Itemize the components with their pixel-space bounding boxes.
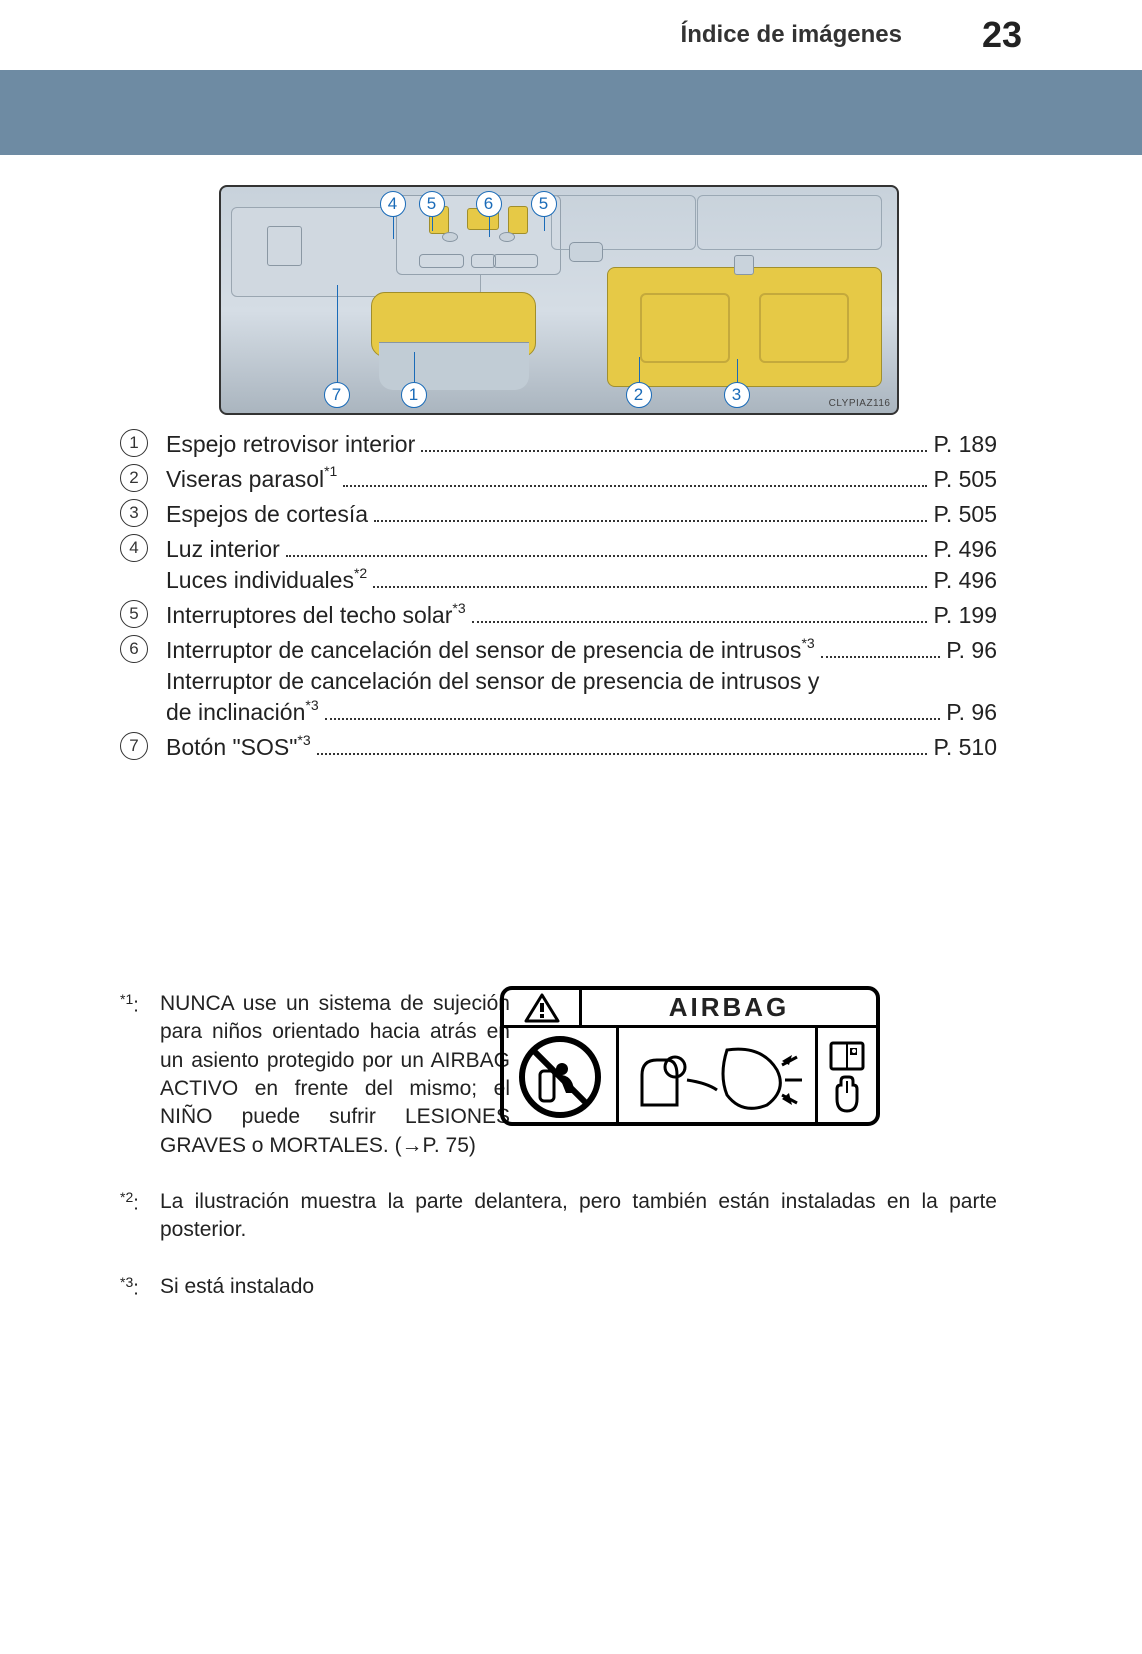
- page-number: 23: [982, 14, 1022, 56]
- callout-7: 7: [324, 382, 350, 408]
- index-label: Luces individuales*2: [166, 565, 367, 596]
- visor-clip: [569, 242, 603, 262]
- blue-band: [0, 70, 1142, 155]
- right-visor: [607, 267, 882, 387]
- index-row-1: 1 Espejo retrovisor interior P. 189: [120, 427, 997, 462]
- trim-right: [697, 195, 882, 250]
- page-ref: P. 199: [933, 600, 997, 631]
- index-row-3: 3 Espejos de cortesía P. 505: [120, 497, 997, 532]
- page-ref: P. 189: [933, 429, 997, 460]
- index-marker: 6: [120, 635, 148, 663]
- footnote-2: *2:La ilustración muestra la parte delan…: [120, 1188, 997, 1245]
- index-marker: 3: [120, 499, 148, 527]
- index-label: Espejos de cortesía: [166, 499, 368, 530]
- callout-4: 4: [380, 191, 406, 217]
- index-label: Luz interior: [166, 534, 280, 565]
- callout-5: 5: [531, 191, 557, 217]
- index-row-2: 2 Viseras parasol*1 P. 505: [120, 462, 997, 497]
- page-header: Índice de imágenes 23: [0, 0, 1142, 70]
- page-ref: P. 510: [933, 732, 997, 763]
- airbag-warning-label: AIRBAG: [500, 986, 880, 1126]
- page-ref: P. 505: [933, 499, 997, 530]
- index-label: Espejo retrovisor interior: [166, 429, 415, 460]
- index-marker: 4: [120, 534, 148, 562]
- index-marker: 1: [120, 429, 148, 457]
- index-row-6: 6 Interruptor de cancelación del sensor d…: [120, 633, 997, 730]
- content-area: CLYPIAZ116 45657123 1Espejo retrovisor i…: [0, 155, 1142, 765]
- page-ref: P. 496: [933, 534, 997, 565]
- callout-3: 3: [724, 382, 750, 408]
- index-row-7: 7 Botón "SOS"*3 P. 510: [120, 730, 997, 765]
- header-title: Índice de imágenes: [681, 21, 902, 49]
- airbag-title: AIRBAG: [582, 990, 876, 1025]
- airbag-deploy-icon: [619, 1028, 818, 1126]
- page-ref: P. 496: [933, 565, 997, 596]
- footnote-3: *3:Si está instalado: [120, 1273, 997, 1303]
- index-row-4: 4 Luz interior P. 496 Luces individuales*2 P…: [120, 532, 997, 598]
- prohibition-icon: [504, 1028, 619, 1126]
- index-marker: 2: [120, 464, 148, 492]
- index-label: Botón "SOS"*3: [166, 732, 311, 763]
- index-label: Viseras parasol*1: [166, 464, 337, 495]
- index-row-5: 5 Interruptores del techo solar*3 P. 199: [120, 598, 997, 633]
- index-label: Interruptores del techo solar*3: [166, 600, 466, 631]
- index-marker: 5: [120, 600, 148, 628]
- callout-1: 1: [401, 382, 427, 408]
- page-ref: P. 96: [946, 635, 997, 666]
- page-ref: P. 505: [933, 464, 997, 495]
- index-marker: 7: [120, 732, 148, 760]
- callout-6: 6: [476, 191, 502, 217]
- warning-triangle-icon: [504, 990, 582, 1025]
- illustration-refcode: CLYPIAZ116: [829, 398, 891, 409]
- callout-2: 2: [626, 382, 652, 408]
- manual-icon: [818, 1028, 876, 1126]
- index-label: Interruptor de cancelación del sensor de…: [166, 635, 815, 666]
- ceiling-illustration: CLYPIAZ116 45657123: [219, 185, 899, 415]
- index-list: 1 Espejo retrovisor interior P. 189 2 Visera…: [120, 427, 997, 765]
- callout-5: 5: [419, 191, 445, 217]
- mirror-base: [379, 342, 529, 390]
